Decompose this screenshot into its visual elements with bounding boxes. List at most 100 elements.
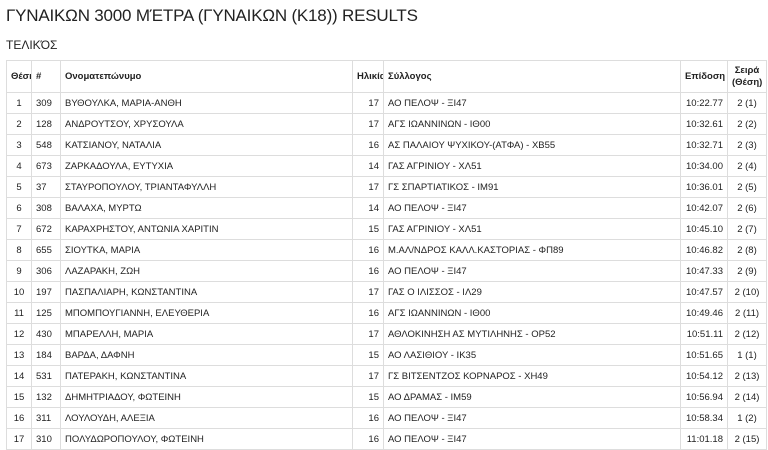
cell: 1 (2) <box>727 407 767 429</box>
cell: 11 <box>6 302 32 324</box>
cell: 10:51.65 <box>680 344 728 366</box>
cell: ΒΥΘΟΥΛΚΑ, ΜΑΡΙΑ-ΑΝΘΗ <box>60 92 353 114</box>
cell: ΣΙΟΥΤΚΑ, ΜΑΡΙΑ <box>60 239 353 261</box>
cell: 2 (5) <box>727 176 767 198</box>
cell: ΜΠΟΜΠΟΥΓΙΑΝΝΗ, ΕΛΕΥΘΕΡΙΑ <box>60 302 353 324</box>
cell: 10:36.01 <box>680 176 728 198</box>
cell: 10:54.12 <box>680 365 728 387</box>
cell: 4 <box>6 155 32 177</box>
cell: 16 <box>352 260 384 282</box>
cell: ΚΑΡΑΧΡΗΣΤΟΥ, ΑΝΤΩΝΙΑ ΧΑΡΙΤΙΝ <box>60 218 353 240</box>
cell: 6 <box>6 197 32 219</box>
column-header: Σύλλογος <box>383 60 681 93</box>
result-row: 9 306 ΛΑΖΑΡΑΚΗ, ΖΩΗ 16 ΑΟ ΠΕΛΟΨ - ΞΙ47 10:47.… <box>6 260 767 282</box>
cell: 12 <box>6 323 32 345</box>
cell: 10:58.34 <box>680 407 728 429</box>
cell: 1 <box>6 92 32 114</box>
cell: 16 <box>352 134 384 156</box>
column-header: Θέση <box>6 60 32 93</box>
cell: ΑΟ ΠΕΛΟΨ - ΞΙ47 <box>383 428 681 450</box>
cell: 2 (4) <box>727 155 767 177</box>
header-row: Θέση#ΟνοματεπώνυμοΗλικίαΣύλλογοςΕπίδοσηΣ… <box>6 60 767 93</box>
result-row: 8 655 ΣΙΟΥΤΚΑ, ΜΑΡΙΑ 16 Μ.ΑΛ/ΝΔΡΟΣ ΚΑΛΛ.ΚΑΣΤ… <box>6 239 767 261</box>
cell: ΠΑΣΠΑΛΙΑΡΗ, ΚΩΝΣΤΑΝΤΙΝΑ <box>60 281 353 303</box>
result-row: 12 430 ΜΠΑΡΕΛΛΗ, ΜΑΡΙΑ 17 ΑΘΛΟΚΙΝΗΣΗ ΑΣ ΜΥΤΙ… <box>6 323 767 345</box>
column-header: # <box>31 60 61 93</box>
cell: ΓΑΣ ΑΓΡΙΝΙΟΥ - ΧΛ51 <box>383 155 681 177</box>
cell: ΠΟΛΥΔΩΡΟΠΟΥΛΟΥ, ΦΩΤΕΙΝΗ <box>60 428 353 450</box>
page-title: ΓΥΝΑΙΚΩΝ 3000 ΜΈΤΡΑ (ΓΥΝΑΙΚΩΝ (Κ18)) RES… <box>6 6 418 25</box>
cell: ΒΑΛΑΧΑ, ΜΥΡΤΩ <box>60 197 353 219</box>
cell: ΑΟ ΠΕΛΟΨ - ΞΙ47 <box>383 260 681 282</box>
cell: 2 (9) <box>727 260 767 282</box>
cell: 132 <box>31 386 61 408</box>
cell: 16 <box>352 302 384 324</box>
cell: 672 <box>31 218 61 240</box>
cell: 15 <box>352 386 384 408</box>
cell: 197 <box>31 281 61 303</box>
cell: ΣΤΑΥΡΟΠΟΥΛΟΥ, ΤΡΙΑΝΤΑΦΥΛΛΗ <box>60 176 353 198</box>
cell: ΑΘΛΟΚΙΝΗΣΗ ΑΣ ΜΥΤΙΛΗΝΗΣ - ΟΡ52 <box>383 323 681 345</box>
result-row: 1 309 ΒΥΘΟΥΛΚΑ, ΜΑΡΙΑ-ΑΝΘΗ 17 ΑΟ ΠΕΛΟΨ - ΞΙ4… <box>6 92 767 114</box>
cell: 2 (2) <box>727 113 767 135</box>
cell: ΒΑΡΔΑ, ΔΑΦΝΗ <box>60 344 353 366</box>
cell: 15 <box>352 344 384 366</box>
cell: 10:34.00 <box>680 155 728 177</box>
cell: ΛΟΥΛΟΥΔΗ, ΑΛΕΞΙΑ <box>60 407 353 429</box>
cell: 8 <box>6 239 32 261</box>
cell: ΑΟ ΔΡΑΜΑΣ - ΙΜ59 <box>383 386 681 408</box>
cell: 13 <box>6 344 32 366</box>
result-row: 14 531 ΠΑΤΕΡΑΚΗ, ΚΩΝΣΤΑΝΤΙΝΑ 17 ΓΣ ΒΙΤΣΕΝΤΖΟ… <box>6 365 767 387</box>
cell: 17 <box>352 92 384 114</box>
result-row: 2 128 ΑΝΔΡΟΥΤΣΟΥ, ΧΡΥΣΟΥΛΑ 17 ΑΓΣ ΙΩΑΝΝΙΝΩΝ … <box>6 113 767 135</box>
cell: 2 (8) <box>727 239 767 261</box>
cell: 430 <box>31 323 61 345</box>
cell: 10:32.61 <box>680 113 728 135</box>
result-row: 3 548 ΚΑΤΣΙΑΝΟΥ, ΝΑΤΑΛΙΑ 16 ΑΣ ΠΑΛΑΙΟΥ ΨΥΧΙΚ… <box>6 134 767 156</box>
cell: 10:56.94 <box>680 386 728 408</box>
cell: 37 <box>31 176 61 198</box>
cell: 10 <box>6 281 32 303</box>
cell: 14 <box>352 197 384 219</box>
cell: ΑΟ ΠΕΛΟΨ - ΞΙ47 <box>383 197 681 219</box>
cell: 2 (6) <box>727 197 767 219</box>
cell: 10:32.71 <box>680 134 728 156</box>
cell: 14 <box>6 365 32 387</box>
cell: 15 <box>352 218 384 240</box>
column-header: Ηλικία <box>352 60 384 93</box>
cell: 15 <box>6 386 32 408</box>
cell: ΚΑΤΣΙΑΝΟΥ, ΝΑΤΑΛΙΑ <box>60 134 353 156</box>
result-row: 11 125 ΜΠΟΜΠΟΥΓΙΑΝΝΗ, ΕΛΕΥΘΕΡΙΑ 16 ΑΓΣ ΙΩΑΝΝ… <box>6 302 767 324</box>
cell: 16 <box>6 407 32 429</box>
cell: 10:45.10 <box>680 218 728 240</box>
cell: 1 (1) <box>727 344 767 366</box>
cell: 2 (12) <box>727 323 767 345</box>
cell: 2 (3) <box>727 134 767 156</box>
cell: 2 (14) <box>727 386 767 408</box>
cell: 125 <box>31 302 61 324</box>
result-row: 4 673 ΖΑΡΚΑΔΟΥΛΑ, ΕΥΤΥΧΙΑ 14 ΓΑΣ ΑΓΡΙΝΙΟΥ - … <box>6 155 767 177</box>
cell: 10:22.77 <box>680 92 728 114</box>
cell: 128 <box>31 113 61 135</box>
cell: ΓΑΣ Ο ΙΛΙΣΣΟΣ - ΙΛ29 <box>383 281 681 303</box>
result-row: 7 672 ΚΑΡΑΧΡΗΣΤΟΥ, ΑΝΤΩΝΙΑ ΧΑΡΙΤΙΝ 15 ΓΑΣ ΑΓ… <box>6 218 767 240</box>
cell: 17 <box>352 176 384 198</box>
cell: 309 <box>31 92 61 114</box>
cell: ΑΓΣ ΙΩΑΝΝΙΝΩΝ - ΙΘ00 <box>383 302 681 324</box>
cell: 14 <box>352 155 384 177</box>
cell: ΠΑΤΕΡΑΚΗ, ΚΩΝΣΤΑΝΤΙΝΑ <box>60 365 353 387</box>
result-row: 17 310 ΠΟΛΥΔΩΡΟΠΟΥΛΟΥ, ΦΩΤΕΙΝΗ 16 ΑΟ ΠΕΛΟΨ -… <box>6 428 767 450</box>
cell: 10:46.82 <box>680 239 728 261</box>
cell: 2 (11) <box>727 302 767 324</box>
cell: 17 <box>352 281 384 303</box>
cell: ΔΗΜΗΤΡΙΑΔΟΥ, ΦΩΤΕΙΝΗ <box>60 386 353 408</box>
cell: 308 <box>31 197 61 219</box>
result-row: 16 311 ΛΟΥΛΟΥΔΗ, ΑΛΕΞΙΑ 16 ΑΟ ΠΕΛΟΨ - ΞΙ47 10… <box>6 407 767 429</box>
cell: ΜΠΑΡΕΛΛΗ, ΜΑΡΙΑ <box>60 323 353 345</box>
cell: Μ.ΑΛ/ΝΔΡΟΣ ΚΑΛΛ.ΚΑΣΤΟΡΙΑΣ - ΦΠ89 <box>383 239 681 261</box>
cell: ΓΑΣ ΑΓΡΙΝΙΟΥ - ΧΛ51 <box>383 218 681 240</box>
cell: ΓΣ ΒΙΤΣΕΝΤΖΟΣ ΚΟΡΝΑΡΟΣ - ΧΗ49 <box>383 365 681 387</box>
cell: 9 <box>6 260 32 282</box>
cell: 2 (15) <box>727 428 767 450</box>
